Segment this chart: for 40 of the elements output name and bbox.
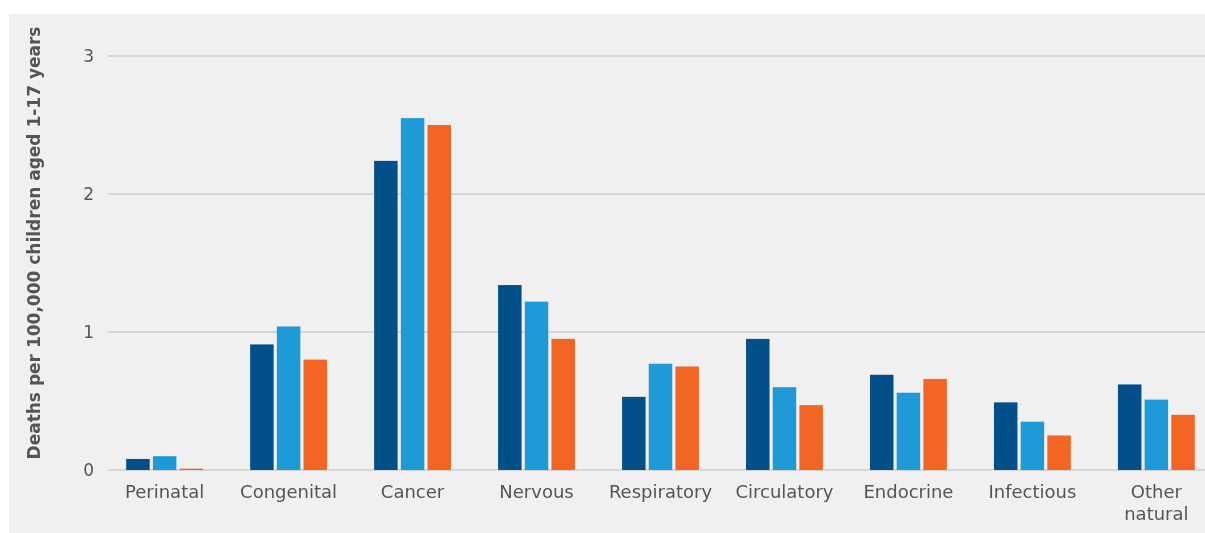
bar <box>622 396 646 470</box>
x-tick-label: Circulatory <box>735 481 834 502</box>
bar <box>1047 435 1071 470</box>
bar <box>993 402 1018 470</box>
x-tick-label: Infectious <box>988 481 1077 502</box>
x-tick-label: Congenital <box>240 481 338 502</box>
y-tick-label: 1 <box>83 321 94 342</box>
bar <box>498 285 522 470</box>
bar <box>1020 421 1045 470</box>
bar <box>303 359 328 470</box>
x-tick-label: Respiratory <box>608 481 713 502</box>
y-axis-title: Deaths per 100,000 children aged 1-17 years <box>24 26 44 460</box>
bar <box>400 118 425 470</box>
bar <box>648 363 673 470</box>
bar <box>896 392 921 470</box>
x-tick-label: Nervous <box>499 481 574 502</box>
bar <box>799 405 823 470</box>
bar <box>427 125 451 470</box>
bar <box>551 338 575 470</box>
bar <box>772 387 797 470</box>
bar <box>524 301 549 470</box>
bar <box>870 374 894 470</box>
x-tick-label: Other natural <box>1124 481 1189 524</box>
bar <box>276 326 301 470</box>
bar <box>1171 414 1195 470</box>
x-tick-label: Cancer <box>380 481 445 502</box>
y-tick-label: 3 <box>83 45 94 66</box>
x-tick-label: Perinatal <box>125 481 205 502</box>
bar <box>1144 399 1169 470</box>
y-tick-label: 0 <box>83 459 94 480</box>
bar <box>374 160 398 470</box>
bar <box>152 456 177 470</box>
bar <box>250 344 274 470</box>
y-tick-label: 2 <box>83 183 94 204</box>
bar <box>1117 384 1142 470</box>
bar <box>675 366 699 470</box>
bar <box>923 378 947 470</box>
bar <box>126 458 150 470</box>
bar <box>746 338 770 470</box>
x-tick-label: Endocrine <box>863 481 954 502</box>
